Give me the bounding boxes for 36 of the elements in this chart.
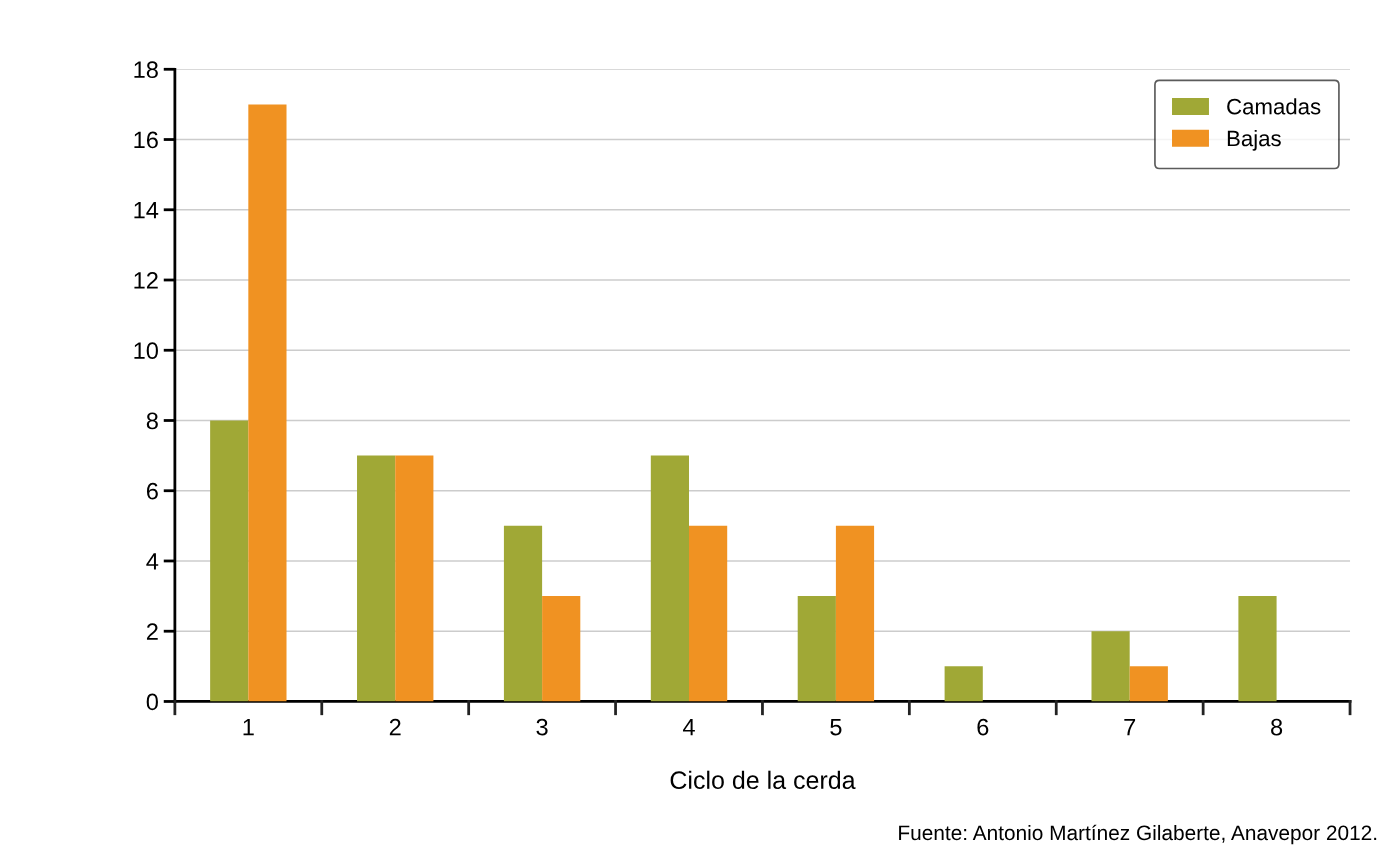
bar <box>542 596 581 702</box>
legend-label: Camadas <box>1227 98 1321 115</box>
bar <box>357 455 396 702</box>
y-tick-label: 6 <box>146 482 158 500</box>
bar <box>797 596 836 702</box>
bar <box>1129 666 1168 702</box>
y-tick-label: 0 <box>146 693 158 711</box>
x-tick-label: 2 <box>389 718 401 736</box>
x-axis-title: Ciclo de la cerda <box>670 770 856 790</box>
bar <box>689 525 728 702</box>
x-tick-label: 8 <box>1271 718 1283 736</box>
y-tick-label: 16 <box>134 131 158 149</box>
source-note: Fuente: Antonio Martínez Gilaberte, Anavepor 2012. <box>899 824 1377 845</box>
y-tick-label: 2 <box>146 623 158 640</box>
bar <box>503 525 543 702</box>
x-tick-label: 7 <box>1124 718 1136 736</box>
y-tick-label: 14 <box>134 202 159 219</box>
bar <box>835 525 875 702</box>
x-tick-label: 3 <box>536 718 548 736</box>
legend-label: Bajas <box>1227 130 1281 151</box>
x-tick-label: 6 <box>977 718 989 736</box>
y-tick-label: 10 <box>134 342 158 360</box>
y-tick-label: 4 <box>146 553 159 570</box>
y-tick-label: 8 <box>146 412 158 430</box>
bar <box>1238 596 1277 702</box>
y-tick-label: 18 <box>134 61 158 79</box>
x-tick-label: 1 <box>243 718 254 736</box>
bar <box>248 104 287 702</box>
x-tick-label: 4 <box>682 718 695 736</box>
bar <box>650 455 690 702</box>
bar <box>944 666 983 702</box>
bar <box>1091 631 1130 702</box>
y-tick-label: 12 <box>134 272 158 289</box>
bar <box>395 455 434 702</box>
bar <box>210 420 249 702</box>
x-tick-label: 5 <box>830 718 842 736</box>
